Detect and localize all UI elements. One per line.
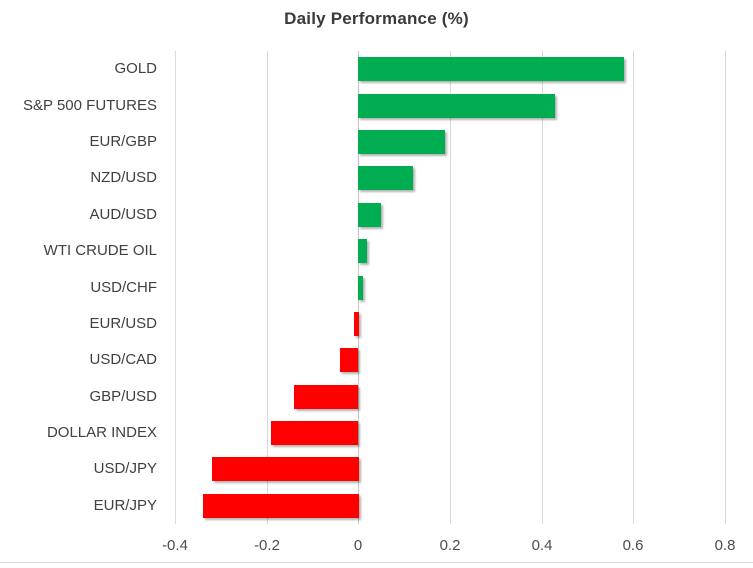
category-label: USD/JPY — [93, 460, 157, 477]
x-tick-label: 0.2 — [439, 537, 461, 554]
category-label: EUR/JPY — [93, 497, 157, 514]
bar-dollar-index — [271, 421, 358, 445]
gridline — [725, 51, 726, 524]
x-tick-label: -0.4 — [162, 537, 188, 554]
value-axis: -0.4 -0.2 0 0.2 0.4 0.6 0.8 — [0, 537, 753, 557]
category-label: USD/CAD — [89, 351, 157, 368]
bar-eur-jpy — [203, 494, 359, 518]
category-label: GBP/USD — [89, 388, 157, 405]
bar-usd-jpy — [212, 457, 359, 481]
gridline — [450, 51, 451, 524]
category-label: EUR/USD — [89, 315, 157, 332]
category-label: GOLD — [114, 60, 157, 77]
x-tick-label: 0 — [353, 537, 363, 554]
bar-usd-chf — [358, 276, 363, 300]
bar-gbp-usd — [294, 385, 358, 409]
category-label: WTI CRUDE OIL — [43, 242, 157, 259]
x-tick-label: 0.6 — [622, 537, 644, 554]
bar-wti-crude-oil — [358, 239, 367, 263]
bar-eur-gbp — [358, 130, 445, 154]
x-tick-label: -0.2 — [254, 537, 280, 554]
bar-nzd-usd — [358, 166, 413, 190]
gridline — [542, 51, 543, 524]
category-label: S&P 500 FUTURES — [23, 97, 157, 114]
bar-eur-usd — [354, 312, 359, 336]
category-label: USD/CHF — [90, 279, 157, 296]
chart-bottom-border — [0, 562, 753, 563]
x-tick-label: 0.8 — [714, 537, 736, 554]
category-label: DOLLAR INDEX — [46, 424, 157, 441]
gridline — [267, 51, 268, 524]
gridline — [633, 51, 634, 524]
category-label: EUR/GBP — [89, 133, 157, 150]
x-tick-label: 0.4 — [531, 537, 553, 554]
bar-s-p-500-futures — [358, 94, 555, 118]
bar-usd-cad — [340, 348, 358, 372]
category-label: NZD/USD — [90, 169, 157, 186]
gridline — [175, 51, 176, 524]
bar-gold — [358, 57, 624, 81]
bar-aud-usd — [358, 203, 381, 227]
chart-title: Daily Performance (%) — [284, 9, 469, 28]
category-label: AUD/USD — [89, 206, 157, 223]
